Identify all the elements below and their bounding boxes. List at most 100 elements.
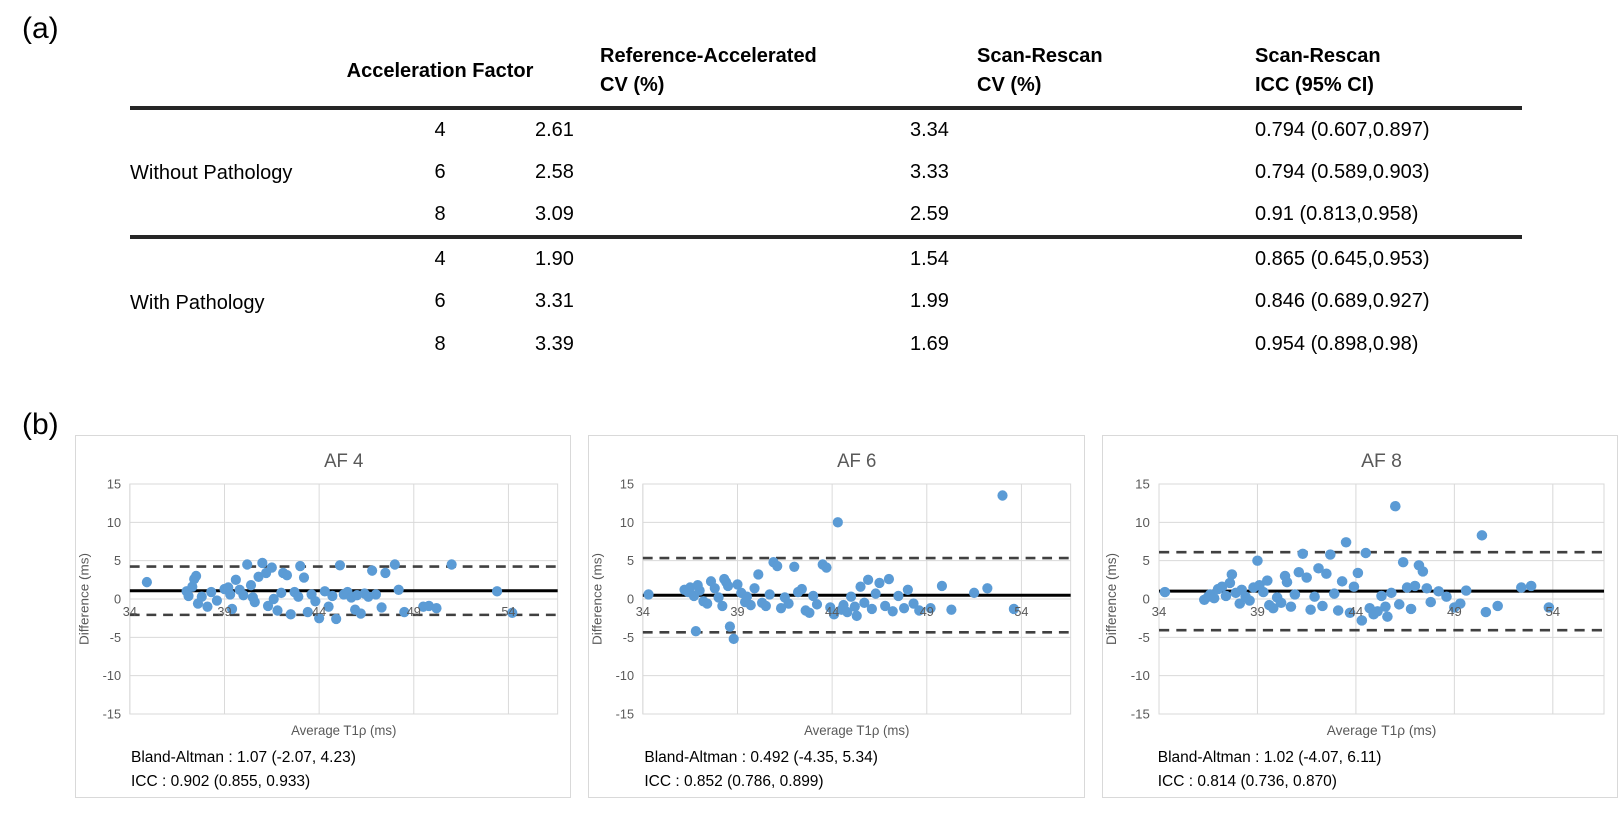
results-table: Acceleration Factor Reference-Accelerate… bbox=[130, 36, 1522, 366]
scatter-point bbox=[850, 601, 861, 612]
cell-icc: 0.865 (0.645,0.953) bbox=[1255, 235, 1522, 280]
scatter-point bbox=[982, 583, 993, 594]
chart-annotation: Bland-Altman : 1.02 (-4.07, 6.11) ICC : … bbox=[1158, 746, 1617, 794]
scatter-point bbox=[946, 604, 957, 615]
table-row: 8 3.39 1.69 0.954 (0.898,0.98) bbox=[130, 323, 1522, 366]
scatter-point bbox=[893, 590, 904, 602]
x-tick-label: 49 bbox=[407, 604, 421, 619]
scatter-point bbox=[1460, 585, 1472, 596]
scatter-point bbox=[694, 585, 706, 596]
cell-ref_cv: 2.61 bbox=[535, 119, 574, 141]
scatter-point bbox=[370, 589, 382, 600]
scatter-point bbox=[732, 579, 743, 590]
scatter-point bbox=[1389, 501, 1401, 512]
scatter-point bbox=[1525, 580, 1537, 592]
x-tick-label: 54 bbox=[1015, 604, 1029, 619]
scatter-point bbox=[846, 591, 857, 602]
scatter-point bbox=[1356, 615, 1367, 626]
scatter-point bbox=[1340, 537, 1352, 548]
scatter-point bbox=[1397, 557, 1409, 568]
scatter-point bbox=[783, 598, 795, 609]
scatter-point bbox=[1543, 602, 1554, 613]
scatter-point bbox=[742, 591, 753, 602]
cell-af: 6 bbox=[434, 290, 446, 312]
scatter-point bbox=[1454, 598, 1466, 609]
y-tick-label: 10 bbox=[107, 515, 121, 530]
scatter-point bbox=[1393, 599, 1405, 610]
scatter-point bbox=[1285, 601, 1296, 612]
scatter-point bbox=[1379, 601, 1391, 612]
icc-stat: ICC : 0.814 (0.736, 0.870) bbox=[1157, 773, 1337, 791]
scatter-point bbox=[808, 590, 819, 602]
scatter-point bbox=[319, 586, 330, 597]
scatter-point bbox=[1009, 603, 1020, 615]
table-row: With Pathology 4 1.90 1.54 0.865 (0.645,0.95… bbox=[130, 235, 1522, 366]
scatter-point bbox=[331, 613, 342, 625]
scatter-point bbox=[855, 581, 866, 592]
scatter-point bbox=[880, 600, 891, 612]
scatter-point bbox=[903, 584, 914, 595]
scatter-point bbox=[225, 589, 236, 600]
scatter-point bbox=[842, 606, 853, 618]
y-tick-label: -10 bbox=[616, 668, 634, 683]
header-acceleration-factor: Acceleration Factor bbox=[345, 36, 535, 110]
scatter-point bbox=[821, 562, 832, 573]
scatter-point bbox=[859, 597, 870, 609]
x-tick-label: 54 bbox=[1545, 604, 1560, 619]
header-text: ICC (95% CI) bbox=[1255, 74, 1374, 96]
cell-icc: 0.794 (0.589,0.903) bbox=[1255, 161, 1430, 183]
scatter-point bbox=[1216, 581, 1228, 592]
y-tick-label: -5 bbox=[110, 630, 121, 645]
scatter-point bbox=[399, 606, 410, 618]
x-tick-label: 34 bbox=[1151, 604, 1166, 619]
scatter-point bbox=[1275, 597, 1287, 609]
y-tick-label: -10 bbox=[1130, 668, 1149, 683]
x-tick-label: 39 bbox=[731, 604, 745, 619]
scatter-point bbox=[327, 590, 338, 602]
scatter-point bbox=[298, 572, 310, 583]
scatter-point bbox=[302, 606, 313, 618]
table-header-row: Acceleration Factor Reference-Accelerate… bbox=[130, 36, 1522, 110]
y-tick-label: 10 bbox=[1135, 515, 1150, 530]
scatter-point bbox=[797, 583, 808, 595]
scatter-point bbox=[1324, 549, 1336, 560]
chart-annotation: Bland-Altman : 1.07 (-2.07, 4.23) ICC : … bbox=[131, 746, 570, 794]
cell-ref_cv: 3.39 bbox=[535, 333, 574, 355]
scatter-point bbox=[1425, 596, 1436, 608]
scatter-point bbox=[293, 591, 304, 602]
cell-icc: 0.91 (0.813,0.958) bbox=[1255, 203, 1419, 225]
scatter-point bbox=[1360, 547, 1371, 559]
scatter-point bbox=[238, 589, 249, 601]
scatter-point bbox=[1372, 606, 1383, 617]
bland-altman-panel-af4: 15 10 5 0 -5 -10 -15 34 39 44 49 54 AF 4 Average T1ρ … bbox=[75, 435, 572, 798]
y-tick-label: -15 bbox=[103, 706, 121, 721]
bland-altman-stat: Bland-Altman : 1.07 (-2.07, 4.23) bbox=[131, 749, 356, 766]
scatter-point bbox=[376, 602, 387, 613]
table-row: 8 3.09 2.59 0.91 (0.813,0.958) bbox=[130, 194, 1522, 237]
scatter-point bbox=[1515, 582, 1527, 593]
y-tick-label: 15 bbox=[620, 476, 634, 491]
scatter-point bbox=[833, 517, 844, 528]
chart-title: AF 6 bbox=[837, 450, 876, 471]
scatter-point bbox=[355, 608, 366, 619]
scatter-point bbox=[249, 596, 260, 608]
scatter-point bbox=[643, 589, 654, 600]
plot-border bbox=[1158, 483, 1605, 715]
bland-altman-stat: Bland-Altman : 0.492 (-4.35, 5.34) bbox=[644, 749, 878, 766]
cell-ref_cv: 1.90 bbox=[535, 235, 910, 280]
scatter-point bbox=[1289, 589, 1300, 600]
scatter-point bbox=[713, 592, 725, 603]
y-tick-label: 0 bbox=[627, 591, 634, 606]
scatter-point bbox=[863, 574, 874, 586]
scatter-point bbox=[1224, 577, 1235, 589]
cell-icc: 0.954 (0.898,0.98) bbox=[1255, 333, 1419, 355]
scatter-point bbox=[1301, 572, 1312, 583]
cell-ref_cv: 2.58 bbox=[535, 161, 574, 183]
scatter-point bbox=[1316, 600, 1328, 612]
scatter-point bbox=[1417, 566, 1428, 577]
scatter-point bbox=[908, 598, 919, 609]
cell-af: 8 bbox=[434, 333, 446, 355]
scatter-point bbox=[812, 599, 823, 610]
header-text: Scan-Rescan bbox=[1255, 45, 1381, 67]
scatter-point bbox=[310, 596, 321, 607]
